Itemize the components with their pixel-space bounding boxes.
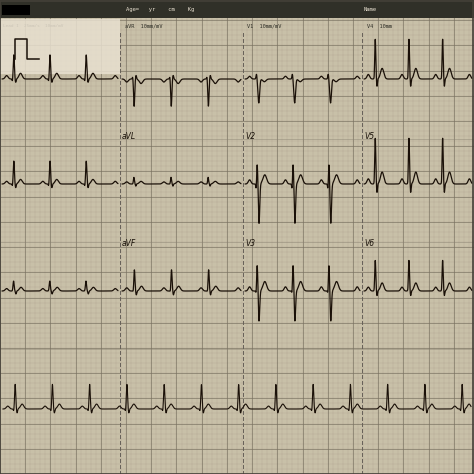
Bar [2, 5, 30, 15]
Bar [0, 19, 120, 74]
Text: V1  10mm/mV: V1 10mm/mV [247, 24, 282, 28]
Text: V4  10mm: V4 10mm [367, 24, 392, 28]
Text: V6: V6 [364, 239, 374, 248]
Text: V2: V2 [245, 132, 255, 141]
Text: Age=   yr    cm    Kg: Age= yr cm Kg [126, 7, 194, 11]
Bar [0, 0, 474, 18]
Text: Lead I  25mm/s  10mm/mV: Lead I 25mm/s 10mm/mV [3, 24, 64, 28]
Text: aVR  10mm/mV: aVR 10mm/mV [125, 24, 163, 28]
Text: Name: Name [364, 7, 376, 11]
Text: aVF: aVF [122, 239, 136, 248]
Text: aVL: aVL [122, 132, 136, 141]
Text: V5: V5 [364, 132, 374, 141]
Text: V3: V3 [245, 239, 255, 248]
